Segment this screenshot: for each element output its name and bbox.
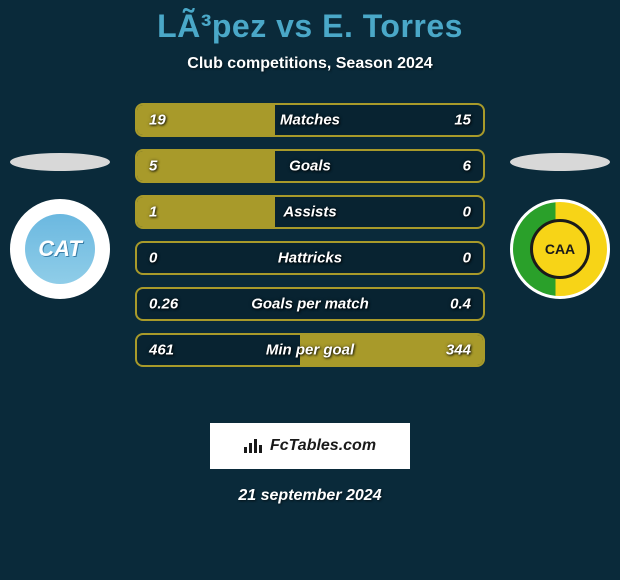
stat-row: 0.26 Goals per match 0.4	[135, 287, 485, 321]
subtitle: Club competitions, Season 2024	[0, 55, 620, 73]
stat-row: 19 Matches 15	[135, 103, 485, 137]
stat-bar-left	[137, 197, 275, 227]
stat-row: 461 Min per goal 344	[135, 333, 485, 367]
stat-value-right: 15	[454, 112, 471, 129]
stat-value-right: 6	[463, 158, 471, 175]
stat-label: Goals	[289, 158, 331, 175]
player2-team-abbr: CAA	[530, 219, 590, 279]
stat-value-left: 0	[149, 250, 157, 267]
vs-label: vs	[276, 8, 313, 44]
stat-value-left: 5	[149, 158, 157, 175]
stat-label: Assists	[283, 204, 336, 221]
stat-bar-left	[137, 151, 275, 181]
stat-row: 5 Goals 6	[135, 149, 485, 183]
player1-silhouette-shadow	[10, 153, 110, 171]
player2-badge: CAA	[510, 153, 610, 299]
player2-team-logo: CAA	[510, 199, 610, 299]
player2-silhouette-shadow	[510, 153, 610, 171]
stat-value-left: 461	[149, 342, 174, 359]
brand-bars-icon	[244, 439, 262, 453]
stat-value-left: 1	[149, 204, 157, 221]
stat-value-right: 0.4	[450, 296, 471, 313]
stat-label: Min per goal	[266, 342, 354, 359]
stat-value-left: 0.26	[149, 296, 178, 313]
comparison-title: LÃ³pez vs E. Torres	[0, 0, 620, 45]
player2-name: E. Torres	[322, 8, 463, 44]
player1-team-logo: CAT	[10, 199, 110, 299]
stat-row: 0 Hattricks 0	[135, 241, 485, 275]
footer-date: 21 september 2024	[0, 487, 620, 505]
stat-value-left: 19	[149, 112, 166, 129]
stat-value-right: 0	[463, 250, 471, 267]
stat-row: 1 Assists 0	[135, 195, 485, 229]
player1-badge: CAT	[10, 153, 110, 299]
player1-name: LÃ³pez	[157, 8, 267, 44]
stat-label: Hattricks	[278, 250, 342, 267]
brand-text: FcTables.com	[270, 437, 376, 455]
stat-value-right: 344	[446, 342, 471, 359]
stat-label: Matches	[280, 112, 340, 129]
stats-table: 19 Matches 15 5 Goals 6 1 Assists 0 0 Hattricks 0 0.…	[135, 103, 485, 367]
stat-label: Goals per match	[251, 296, 369, 313]
comparison-content: CAT CAA 19 Matches 15 5 Goals 6 1 Assists 0 0 Hatt…	[0, 103, 620, 403]
player1-team-abbr: CAT	[25, 214, 95, 284]
stat-value-right: 0	[463, 204, 471, 221]
brand-badge: FcTables.com	[210, 423, 410, 469]
